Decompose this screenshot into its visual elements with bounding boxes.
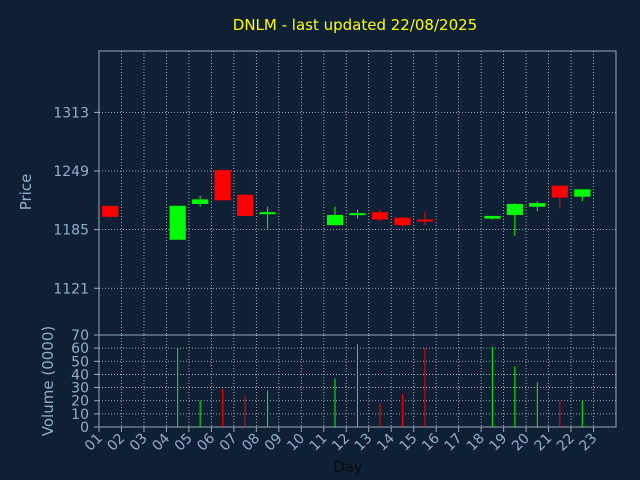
candle-body [484,215,501,219]
x-tick-label: 19 [487,431,511,455]
volume-tick-label: 40 [71,367,89,383]
volume-tick-label: 60 [71,341,89,357]
volume-tick-label: 50 [71,354,89,370]
candle-body [192,199,209,204]
price-plot-frame [98,50,617,336]
x-tick-label: 03 [127,431,151,455]
x-tick-label: 21 [531,431,555,455]
volume-tick-label: 70 [71,328,89,344]
candle-body [326,214,344,226]
volume-tick-label: 30 [71,381,89,397]
x-tick-label: 07 [217,431,241,455]
candle-body [416,219,434,222]
candle-body [506,203,523,215]
x-tick-label: 05 [172,431,196,455]
volume-tick-label: 10 [71,407,89,423]
price-tick-label: 1313 [53,105,89,121]
candle-body [102,205,119,217]
price-axis-label: Price [17,174,35,211]
x-tick-label: 22 [554,431,578,455]
x-tick-label: 06 [194,430,218,454]
x-tick-label: 08 [239,431,263,455]
candle-body [259,212,276,215]
candle-body [371,212,389,220]
x-tick-label: 14 [374,430,398,454]
x-tick-label: 17 [442,431,466,455]
x-tick-label: 15 [397,431,421,455]
x-axis-label: Day [333,458,363,476]
x-tick-label: 18 [464,431,488,455]
x-tick-label: 13 [352,431,376,455]
candle-body [394,217,411,226]
x-tick-label: 23 [576,431,600,455]
price-tick-label: 1185 [53,223,89,239]
candle-body [529,203,546,207]
x-tick-label: 10 [284,431,308,455]
candle-body [349,213,366,216]
price-panel: 1121 1185 1249 1313 [53,50,617,336]
x-tick-label: 09 [262,431,286,455]
x-tick-label: 11 [307,431,331,455]
candle-body [551,185,568,198]
x-tick-label: 16 [419,430,443,454]
volume-tick-label: 20 [71,394,89,410]
price-tick-label: 1121 [53,281,89,297]
volume-axis-label: Volume (0000) [39,326,57,436]
candle-body [214,170,231,201]
x-tick-label: 02 [104,431,128,455]
chart-title: DNLM - last updated 22/08/2025 [233,16,477,34]
candle-body [169,205,186,240]
candle-body [237,194,254,216]
x-axis: 0102030405060708091011121314151617181920… [82,427,600,454]
x-tick-label: 12 [329,431,353,455]
candle-body [574,189,591,197]
x-tick-label: 04 [149,430,173,454]
x-tick-label: 20 [509,431,533,455]
price-tick-label: 1249 [53,164,89,180]
volume-tick-label: 0 [80,420,89,436]
